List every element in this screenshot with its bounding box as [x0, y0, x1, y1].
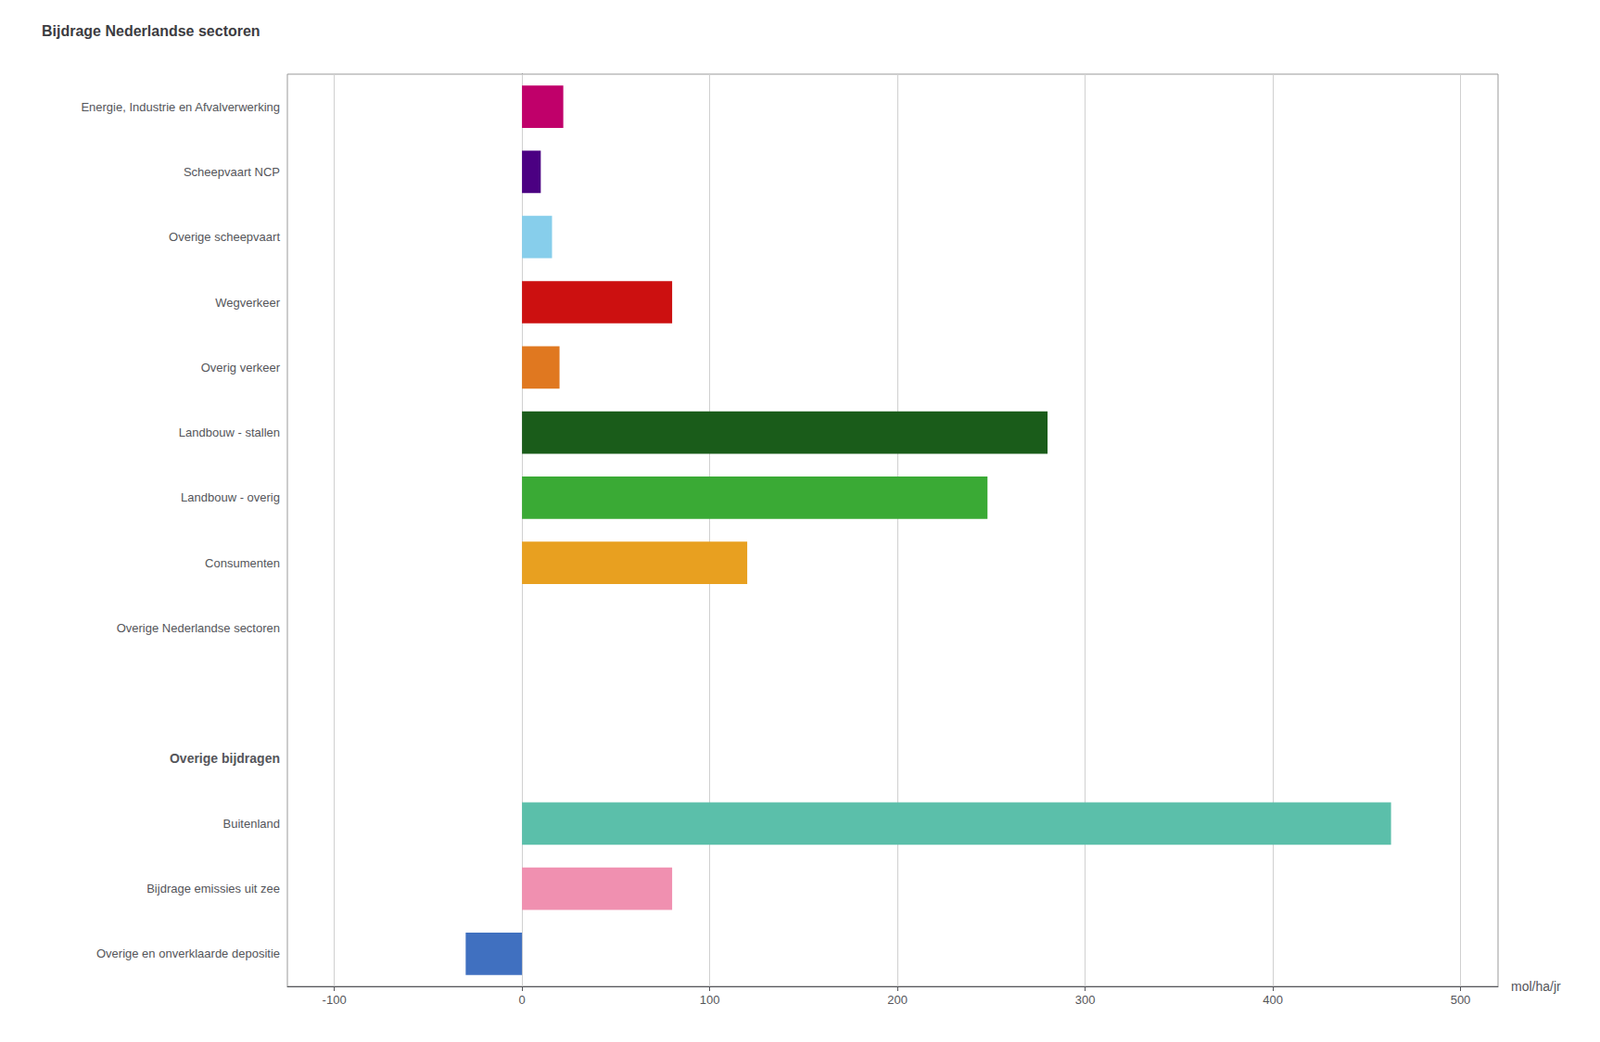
svg-text:300: 300 [1075, 992, 1096, 1007]
svg-text:Wegverkeer: Wegverkeer [215, 295, 281, 310]
svg-text:Scheepvaart NCP: Scheepvaart NCP [183, 165, 280, 179]
svg-text:Energie, Industrie en Afvalver: Energie, Industrie en Afvalverwerking [80, 100, 280, 115]
svg-text:Landbouw - overig: Landbouw - overig [180, 490, 280, 505]
svg-text:Landbouw - stallen: Landbouw - stallen [178, 425, 280, 440]
svg-text:Buitenland: Buitenland [223, 816, 280, 831]
svg-text:400: 400 [1262, 992, 1283, 1007]
svg-text:Bijdrage emissies uit zee: Bijdrage emissies uit zee [146, 881, 280, 896]
svg-text:Overige bijdragen: Overige bijdragen [169, 750, 280, 766]
svg-text:500: 500 [1450, 992, 1472, 1007]
svg-text:Overige scheepvaart: Overige scheepvaart [168, 229, 280, 244]
svg-text:200: 200 [887, 992, 908, 1007]
svg-text:mol/ha/jr: mol/ha/jr [1511, 978, 1562, 994]
svg-text:Overig verkeer: Overig verkeer [201, 360, 281, 375]
svg-text:Consumenten: Consumenten [204, 556, 280, 571]
svg-text:Bijdrage Nederlandse sectoren: Bijdrage Nederlandse sectoren [41, 23, 261, 39]
svg-text:-100: -100 [322, 992, 347, 1007]
svg-text:Overige Nederlandse sectoren: Overige Nederlandse sectoren [116, 621, 280, 635]
svg-text:Overige en onverklaarde deposi: Overige en onverklaarde depositie [96, 946, 280, 961]
svg-text:100: 100 [699, 992, 721, 1007]
svg-text:0: 0 [518, 992, 525, 1007]
